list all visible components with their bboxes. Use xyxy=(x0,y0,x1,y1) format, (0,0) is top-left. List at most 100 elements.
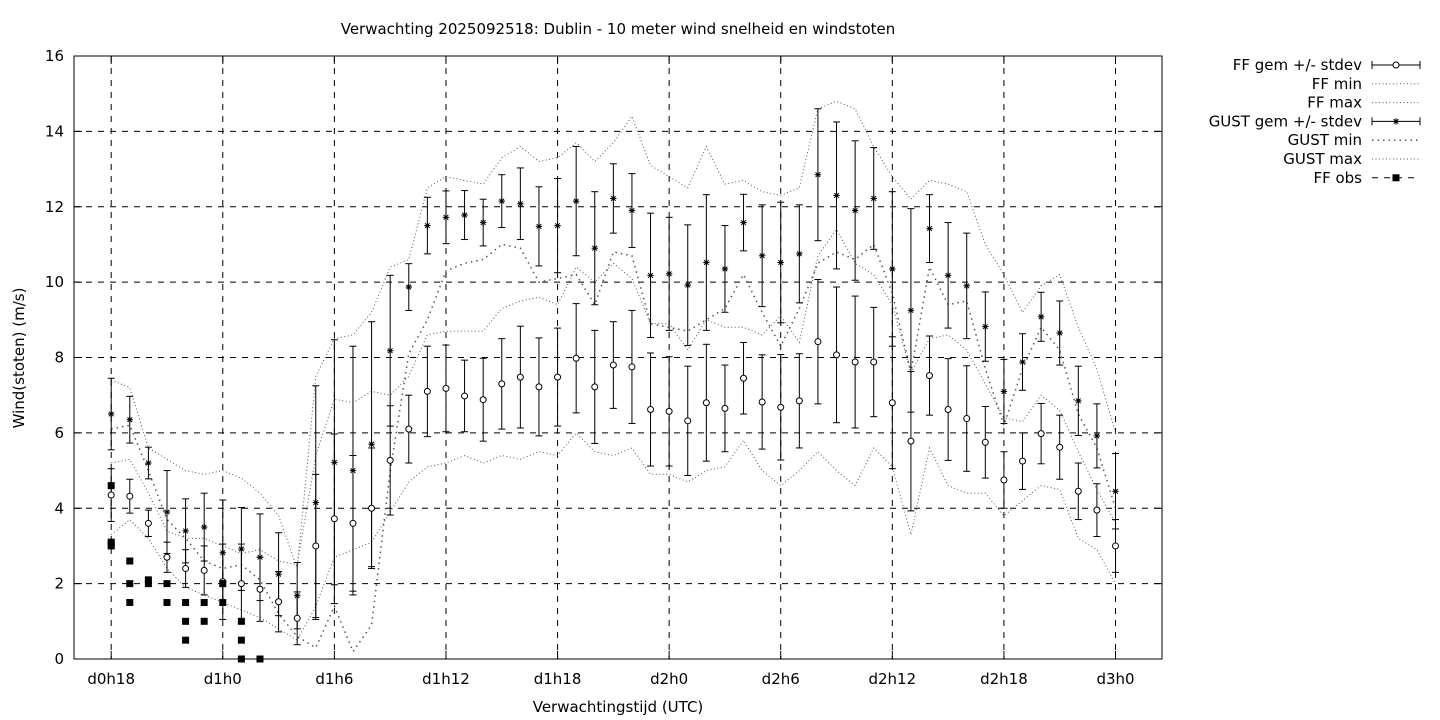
ff-mean-point xyxy=(442,384,450,392)
ff-mean-point xyxy=(293,614,301,622)
gust-mean-point xyxy=(442,214,450,221)
ff-mean-point xyxy=(721,404,729,412)
gust-mean-point xyxy=(963,282,970,290)
gust-mean-point xyxy=(628,207,636,214)
ff-obs-point xyxy=(200,598,208,606)
ff-mean-point xyxy=(777,403,785,411)
ff-mean-point xyxy=(237,580,245,588)
gust-mean-point xyxy=(926,225,933,232)
ff-mean-point xyxy=(126,492,134,500)
x-tick-label: d1h18 xyxy=(534,670,582,688)
ff-mean-point xyxy=(1019,457,1027,465)
gust-mean-point xyxy=(889,265,896,273)
ff-mean-point xyxy=(386,456,394,464)
y-tick-label: 0 xyxy=(54,650,64,668)
gust-mean-point xyxy=(1112,488,1119,495)
ff-obs-point xyxy=(163,580,171,588)
ff-mean-point xyxy=(1037,430,1045,438)
x-tick-label: d2h6 xyxy=(762,670,800,688)
legend-star-marker xyxy=(1392,118,1400,125)
gust-mean-point xyxy=(647,272,654,279)
ff-mean-point xyxy=(349,519,357,527)
x-tick-label: d2h0 xyxy=(650,670,688,688)
y-tick-label: 10 xyxy=(45,273,64,291)
legend-label: GUST gem +/- stdev xyxy=(1209,112,1362,130)
y-tick-label: 6 xyxy=(54,424,64,442)
y-tick-label: 16 xyxy=(45,47,64,65)
gust-mean-point xyxy=(554,222,561,229)
ff-mean-point xyxy=(814,338,822,346)
gust-mean-point xyxy=(200,523,208,531)
gust-mean-point xyxy=(851,207,859,214)
ff-mean-point xyxy=(572,354,580,362)
y-tick-label: 2 xyxy=(54,575,64,593)
ff-mean-point xyxy=(163,553,171,561)
ff-mean-point xyxy=(851,358,859,366)
legend-label: GUST max xyxy=(1283,150,1362,168)
gust-mean-point xyxy=(126,416,133,423)
ff-mean-point xyxy=(740,374,748,382)
gust-mean-point xyxy=(498,197,505,205)
gust-mean-point xyxy=(572,197,580,205)
legend-circle-marker xyxy=(1392,61,1400,69)
x-tick-label: d1h12 xyxy=(422,670,470,688)
x-tick-label: d2h18 xyxy=(980,670,1028,688)
gust-mean-point xyxy=(591,245,598,252)
gust-mean-point xyxy=(721,265,729,273)
ff-mean-point xyxy=(1093,506,1101,514)
ff-mean-point xyxy=(516,373,524,381)
gust-mean-point xyxy=(796,250,803,258)
gust-mean-point xyxy=(944,272,952,279)
gust-mean-point xyxy=(665,270,673,278)
legend-label: FF max xyxy=(1307,94,1362,112)
gust-mean-point xyxy=(163,508,171,516)
ff-obs-point xyxy=(126,580,134,588)
ff-mean-point xyxy=(926,372,934,380)
gust-mean-point xyxy=(684,281,691,289)
gust-mean-point xyxy=(740,219,747,226)
ff-mean-point xyxy=(256,585,264,593)
gust-mean-point xyxy=(982,323,989,330)
ff-mean-point xyxy=(628,363,636,371)
ff-mean-point xyxy=(944,406,952,414)
ff-obs-point xyxy=(237,617,245,625)
ff-mean-point xyxy=(702,399,710,407)
ff-mean-point xyxy=(554,373,562,381)
ff-mean-point xyxy=(200,566,208,574)
legend-label: FF obs xyxy=(1313,169,1362,187)
gust-mean-point xyxy=(1075,397,1082,405)
ff-mean-point xyxy=(535,383,543,391)
ff-mean-point xyxy=(647,406,655,414)
ff-obs-point xyxy=(107,542,115,550)
gust-mean-point xyxy=(405,283,412,291)
ff-mean-point xyxy=(368,504,376,512)
ff-obs-point xyxy=(144,580,152,588)
ff-obs-point xyxy=(107,482,115,490)
x-tick-label: d1h6 xyxy=(315,670,353,688)
y-tick-label: 12 xyxy=(45,198,64,216)
ff-mean-point xyxy=(591,383,599,391)
gust-mean-point xyxy=(870,195,877,202)
legend-label: FF gem +/- stdev xyxy=(1233,56,1362,74)
gust-mean-point xyxy=(1093,432,1101,440)
ff-mean-point xyxy=(330,515,338,523)
gust-mean-point xyxy=(758,252,766,259)
y-tick-label: 14 xyxy=(45,122,64,140)
x-tick-label: d1h0 xyxy=(204,670,242,688)
x-tick-label: d2h12 xyxy=(868,670,916,688)
gust-mean-point xyxy=(145,459,152,467)
gust-mean-point xyxy=(424,222,431,229)
gust-mean-point xyxy=(814,171,822,178)
ff-mean-point xyxy=(609,361,617,369)
ff-mean-point xyxy=(684,417,692,425)
gust-mean-point xyxy=(1056,329,1063,337)
ff-mean-point xyxy=(1112,542,1120,550)
legend-label: FF min xyxy=(1312,75,1362,93)
ff-mean-point xyxy=(144,519,152,527)
ff-mean-point xyxy=(479,396,487,404)
ff-min-line xyxy=(110,432,1116,641)
ff-mean-point xyxy=(665,407,673,415)
y-tick-label: 8 xyxy=(54,349,64,367)
ff-mean-point xyxy=(963,415,971,423)
